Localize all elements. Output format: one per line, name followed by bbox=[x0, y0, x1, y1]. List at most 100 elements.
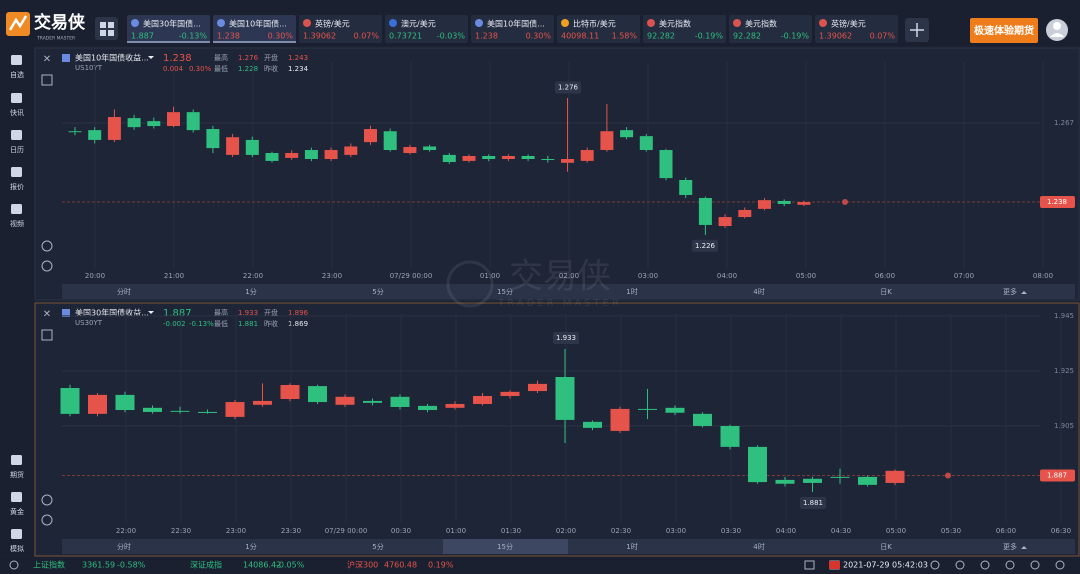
low-mark-box bbox=[800, 497, 826, 510]
ticker-change: 0.07% bbox=[354, 32, 380, 41]
expand-icon[interactable] bbox=[41, 329, 53, 341]
ticker-price: 0.73721 bbox=[389, 32, 422, 41]
menu-icon bbox=[108, 30, 114, 36]
timeframe-option[interactable]: 更多 bbox=[1003, 287, 1017, 296]
timeframe-option[interactable]: 分时 bbox=[117, 542, 131, 551]
ticker-name: 英镑/美元 bbox=[315, 19, 350, 29]
ticker-tile[interactable] bbox=[385, 15, 468, 43]
status-button[interactable] bbox=[1030, 560, 1040, 570]
candle-body bbox=[186, 112, 200, 131]
sidebar bbox=[0, 46, 34, 556]
candle-body bbox=[885, 470, 905, 483]
menu-button[interactable] bbox=[95, 17, 118, 40]
more-arrow bbox=[1021, 291, 1027, 294]
timeframe-option[interactable]: 1时 bbox=[626, 542, 637, 551]
chart-tool[interactable] bbox=[41, 514, 53, 526]
timeframe-option[interactable]: 1时 bbox=[626, 287, 637, 296]
status-button[interactable] bbox=[930, 560, 940, 570]
candle-body bbox=[225, 402, 245, 417]
candle-body bbox=[60, 388, 80, 414]
candle-body bbox=[501, 156, 515, 160]
status-button[interactable] bbox=[1055, 560, 1065, 570]
ticker-tile[interactable] bbox=[643, 15, 726, 43]
promo-banner[interactable] bbox=[970, 18, 1038, 43]
symbol-name[interactable]: 美国10年国债收益... bbox=[75, 53, 149, 63]
x-tick-label: 07/29 00:00 bbox=[325, 527, 368, 535]
ticker-tile[interactable] bbox=[213, 15, 296, 43]
ticker-tile[interactable] bbox=[127, 15, 210, 43]
x-tick-label: 23:00 bbox=[226, 527, 246, 535]
stat-value: 1.234 bbox=[288, 65, 309, 73]
symbol-change: 0.004 bbox=[163, 65, 184, 73]
ticker-name: 美元指数 bbox=[745, 19, 777, 29]
chart-tool[interactable] bbox=[41, 260, 53, 272]
timeframe-option[interactable]: 4时 bbox=[753, 287, 764, 296]
sidebar-icon[interactable] bbox=[11, 492, 22, 502]
candle-body bbox=[226, 137, 240, 155]
timeframe-option[interactable]: 1分 bbox=[245, 542, 256, 551]
symbol-price: 1.238 bbox=[163, 53, 192, 64]
index-price: 4760.48 bbox=[384, 561, 417, 570]
low-mark-box bbox=[692, 239, 718, 252]
ticker-tile[interactable] bbox=[557, 15, 640, 43]
ticker-tile[interactable] bbox=[299, 15, 382, 43]
candle-body bbox=[638, 408, 657, 410]
candle-body bbox=[198, 411, 217, 413]
ticker-icon bbox=[389, 19, 397, 27]
timeframe-option[interactable]: 15分 bbox=[497, 542, 513, 551]
ticker-name: 比特币/美元 bbox=[573, 19, 616, 29]
sidebar-icon[interactable] bbox=[11, 204, 22, 214]
ticker-icon bbox=[733, 19, 741, 27]
timeframe-option[interactable]: 更多 bbox=[1003, 542, 1017, 551]
symbol-name[interactable]: 美国30年国债收益... bbox=[75, 308, 149, 318]
add-icon bbox=[910, 23, 924, 37]
status-button[interactable] bbox=[955, 560, 965, 570]
ticker-tile[interactable] bbox=[729, 15, 812, 43]
timeframe-option[interactable]: 5分 bbox=[372, 287, 383, 296]
sidebar-icon[interactable] bbox=[11, 455, 22, 465]
sidebar-icon[interactable] bbox=[11, 130, 22, 140]
timeframe-option[interactable]: 日K bbox=[880, 543, 892, 551]
candle-body bbox=[583, 421, 602, 428]
ticker-change: 0.07% bbox=[870, 32, 896, 41]
ticker-price: 1.238 bbox=[217, 32, 240, 41]
sidebar-label: 自选 bbox=[10, 70, 24, 79]
sidebar-icon[interactable] bbox=[11, 93, 22, 103]
candle-body bbox=[115, 394, 135, 411]
status-button[interactable] bbox=[1005, 560, 1015, 570]
status-button[interactable] bbox=[980, 560, 990, 570]
ticker-price: 92.282 bbox=[733, 32, 761, 41]
ticker-tile[interactable] bbox=[471, 15, 554, 43]
chart-tool[interactable] bbox=[41, 494, 53, 506]
candle-body bbox=[68, 131, 82, 133]
ticker-icon bbox=[819, 19, 827, 27]
timeframe-option[interactable]: 1分 bbox=[245, 287, 256, 296]
sidebar-icon[interactable] bbox=[11, 55, 22, 65]
stat-value: 1.228 bbox=[238, 65, 258, 73]
close-icon[interactable]: ✕ bbox=[43, 309, 51, 320]
timeframe-option[interactable]: 日K bbox=[880, 288, 892, 296]
ticker-tile[interactable] bbox=[815, 15, 898, 43]
timeframe-option[interactable]: 分时 bbox=[117, 287, 131, 296]
timeframe-selected bbox=[443, 539, 568, 554]
close-icon[interactable]: ✕ bbox=[43, 54, 51, 65]
candle-body bbox=[720, 425, 740, 447]
chart-tool[interactable] bbox=[41, 240, 53, 252]
symbol-change-pct: 0.30% bbox=[189, 65, 212, 73]
ticker-price: 1.238 bbox=[475, 32, 498, 41]
x-tick-label: 01:30 bbox=[501, 527, 521, 535]
candle-body bbox=[679, 179, 693, 195]
candle-body bbox=[665, 407, 685, 413]
stat-label: 最低 bbox=[214, 64, 228, 73]
ticker-change: -0.19% bbox=[781, 32, 810, 41]
timeframe-option[interactable]: 15分 bbox=[497, 287, 513, 296]
candle-body bbox=[88, 130, 102, 140]
sidebar-icon[interactable] bbox=[11, 167, 22, 177]
sidebar-icon[interactable] bbox=[11, 529, 22, 539]
timeframe-option[interactable]: 5分 bbox=[372, 542, 383, 551]
ticker-change: 0.30% bbox=[268, 32, 294, 41]
expand-icon[interactable] bbox=[41, 74, 53, 86]
x-tick-label: 22:30 bbox=[171, 527, 191, 535]
index-name: 深证成指 bbox=[190, 560, 222, 570]
timeframe-option[interactable]: 4时 bbox=[753, 542, 764, 551]
